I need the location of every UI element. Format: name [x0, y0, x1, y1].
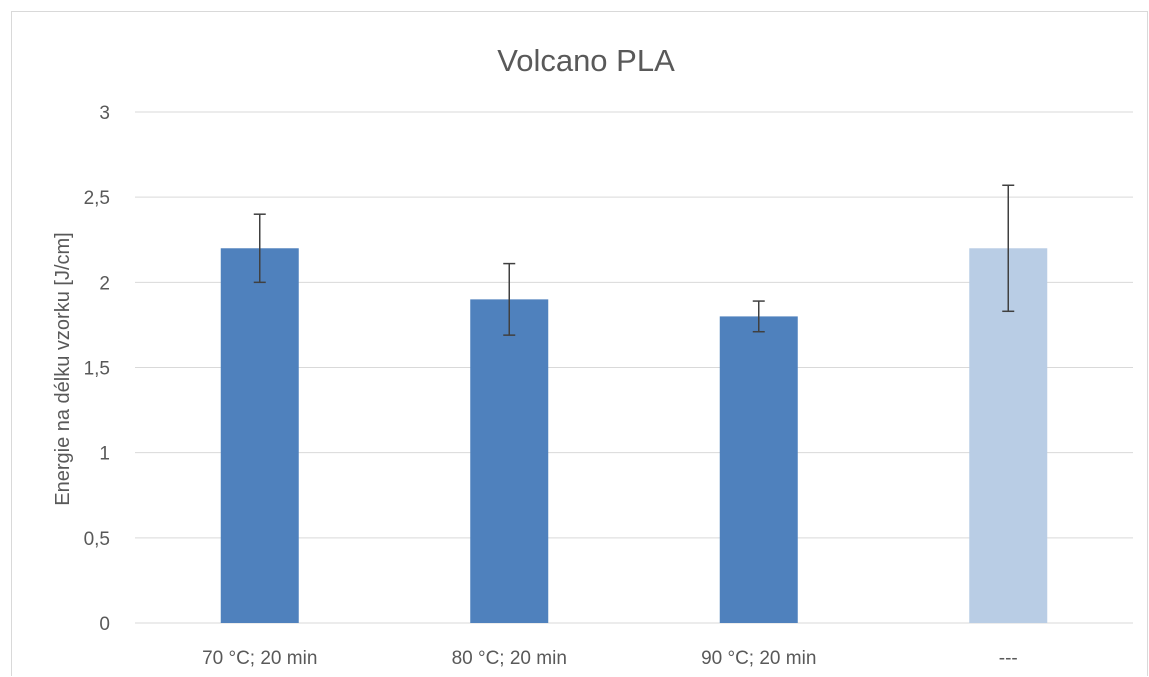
y-tick-label: 2,5 [84, 188, 110, 209]
y-tick-label: 0,5 [84, 529, 110, 550]
bar [719, 316, 798, 623]
bars [220, 248, 1048, 623]
chart-frame [11, 11, 1148, 676]
bar [470, 299, 549, 623]
y-axis-label: Energie na délku vzorku [J/cm] [52, 232, 74, 505]
x-tick-label: 80 °C; 20 min [452, 648, 567, 669]
y-tick-label: 3 [99, 103, 110, 124]
y-tick-label: 1 [99, 444, 110, 465]
x-tick-labels: 70 °C; 20 min 80 °C; 20 min 90 °C; 20 min -… [202, 648, 1018, 669]
y-tick-label: 1,5 [84, 359, 110, 380]
y-tick-label: 2 [99, 273, 110, 294]
y-tick-labels: 0 0,5 1 1,5 2 2,5 3 [84, 103, 110, 635]
y-tick-label: 0 [99, 614, 110, 635]
chart-title: Volcano PLA [497, 43, 675, 78]
error-bars [253, 184, 1015, 336]
x-tick-label: --- [999, 648, 1018, 669]
bar [220, 248, 299, 623]
x-tick-label: 70 °C; 20 min [202, 648, 317, 669]
gridlines [135, 111, 1133, 624]
x-tick-label: 90 °C; 20 min [701, 648, 816, 669]
